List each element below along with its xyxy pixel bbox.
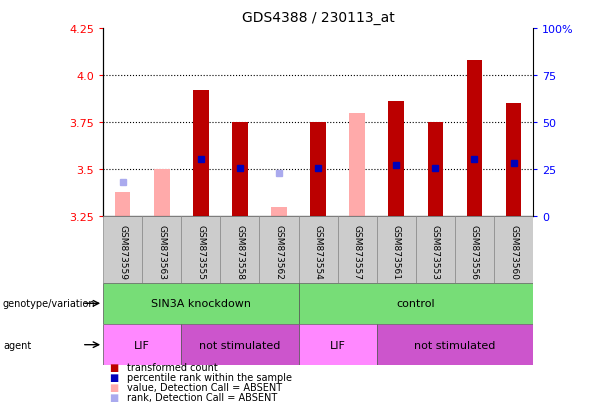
Text: GSM873560: GSM873560 bbox=[509, 225, 518, 280]
Text: GSM873562: GSM873562 bbox=[274, 225, 283, 280]
Bar bbox=[271, 207, 287, 217]
Text: LIF: LIF bbox=[330, 340, 346, 350]
Bar bbox=[428, 123, 443, 217]
Text: control: control bbox=[396, 299, 435, 309]
Bar bbox=[377, 324, 533, 366]
Text: GSM873557: GSM873557 bbox=[353, 225, 362, 280]
Bar bbox=[154, 170, 170, 217]
Bar bbox=[232, 123, 248, 217]
Text: ■: ■ bbox=[109, 382, 118, 392]
Text: transformed count: transformed count bbox=[127, 363, 217, 373]
Bar bbox=[416, 217, 455, 283]
Bar bbox=[142, 217, 181, 283]
Text: GSM873561: GSM873561 bbox=[392, 225, 401, 280]
Bar bbox=[181, 324, 299, 366]
Bar bbox=[115, 192, 130, 217]
Bar bbox=[193, 91, 209, 217]
Bar bbox=[103, 283, 299, 324]
Text: LIF: LIF bbox=[134, 340, 150, 350]
Text: ■: ■ bbox=[109, 363, 118, 373]
Text: rank, Detection Call = ABSENT: rank, Detection Call = ABSENT bbox=[127, 392, 277, 402]
Text: not stimulated: not stimulated bbox=[199, 340, 280, 350]
Bar bbox=[337, 217, 377, 283]
Text: not stimulated: not stimulated bbox=[414, 340, 495, 350]
Bar bbox=[103, 217, 142, 283]
Bar bbox=[103, 324, 181, 366]
Bar bbox=[388, 102, 404, 217]
Bar bbox=[494, 217, 533, 283]
Text: GSM873558: GSM873558 bbox=[236, 225, 244, 280]
Title: GDS4388 / 230113_at: GDS4388 / 230113_at bbox=[241, 11, 395, 25]
Text: GSM873553: GSM873553 bbox=[431, 225, 440, 280]
Text: ■: ■ bbox=[109, 392, 118, 402]
Text: GSM873555: GSM873555 bbox=[196, 225, 206, 280]
Bar bbox=[455, 217, 494, 283]
Text: percentile rank within the sample: percentile rank within the sample bbox=[127, 373, 292, 382]
Text: value, Detection Call = ABSENT: value, Detection Call = ABSENT bbox=[127, 382, 282, 392]
Text: SIN3A knockdown: SIN3A knockdown bbox=[151, 299, 251, 309]
Bar bbox=[259, 217, 299, 283]
Bar bbox=[220, 217, 259, 283]
Text: GSM873563: GSM873563 bbox=[157, 225, 166, 280]
Text: agent: agent bbox=[3, 340, 31, 350]
Bar bbox=[299, 324, 377, 366]
Bar bbox=[299, 217, 337, 283]
Bar bbox=[349, 114, 365, 217]
Bar bbox=[506, 104, 521, 217]
Text: genotype/variation: genotype/variation bbox=[3, 299, 95, 309]
Text: GSM873556: GSM873556 bbox=[470, 225, 479, 280]
Bar bbox=[181, 217, 220, 283]
Bar bbox=[377, 217, 416, 283]
Text: ■: ■ bbox=[109, 373, 118, 382]
Text: GSM873559: GSM873559 bbox=[118, 225, 127, 280]
Bar bbox=[310, 123, 326, 217]
Bar bbox=[466, 61, 482, 217]
Text: GSM873554: GSM873554 bbox=[313, 225, 323, 280]
Bar bbox=[299, 283, 533, 324]
